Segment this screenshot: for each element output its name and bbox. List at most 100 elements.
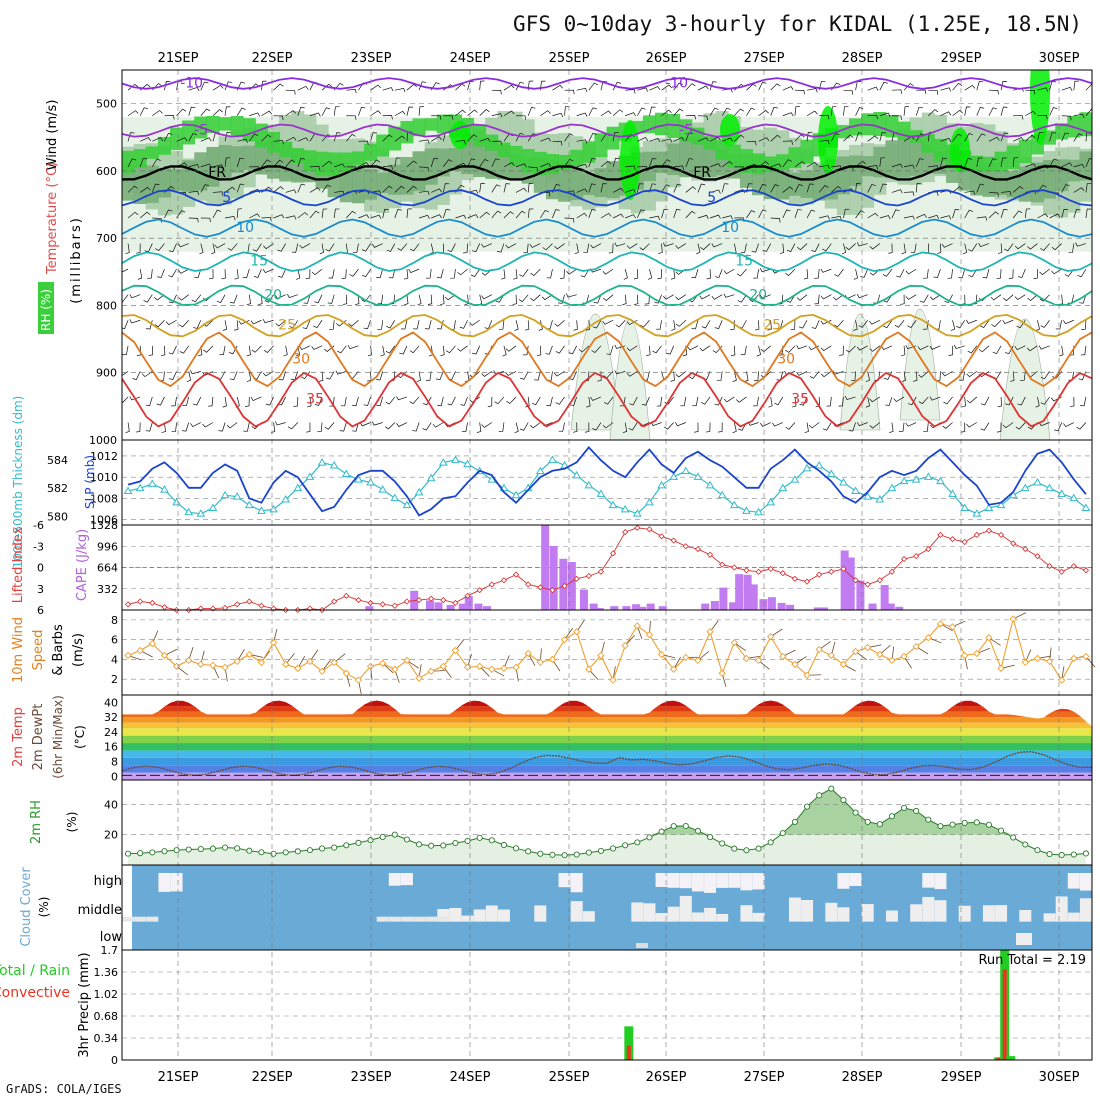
rh-cell (836, 156, 850, 195)
wind-barb (1014, 345, 1026, 351)
wind-barb (321, 107, 331, 116)
rh-cell (182, 160, 196, 192)
cape-bar (813, 607, 822, 610)
ylabel-temperature: Temperature (°C) (45, 162, 60, 275)
wind-barb (461, 422, 468, 432)
date-top-21SEP: 21SEP (158, 51, 199, 66)
wind-barb (845, 243, 856, 251)
cloud-high (558, 873, 571, 888)
wind-barb (1025, 163, 1037, 168)
isotherm-5 (122, 189, 1092, 207)
wind-barb (274, 294, 286, 300)
cape-bar (610, 606, 619, 610)
thickness-point (778, 483, 788, 492)
wind-barb (692, 396, 699, 407)
wind-barb (623, 269, 628, 280)
wind-barb (540, 162, 552, 168)
wind-barb (988, 107, 997, 116)
wind-barb (200, 108, 211, 116)
thickness-point (414, 487, 424, 496)
wind-barb (190, 370, 201, 375)
wind-barb (564, 106, 570, 116)
wind-barb (443, 159, 453, 168)
cape-tick: 664 (97, 562, 118, 575)
cloud-middle (570, 901, 583, 922)
thickness-tick: 584 (47, 454, 68, 467)
li-point (246, 598, 253, 605)
rh-point (125, 850, 132, 857)
wind-barb (646, 345, 651, 357)
wind-barb (161, 422, 166, 433)
wind-point (197, 660, 205, 668)
wind-barb (588, 183, 596, 193)
wind-barb (262, 268, 274, 274)
cloud-middle (473, 909, 486, 922)
credit: GrADS: COLA/IGES (6, 1082, 122, 1096)
wind-barb (419, 139, 430, 144)
wind-barb (978, 345, 990, 353)
wind-barb (941, 371, 953, 377)
wind-point (245, 650, 253, 659)
wind-barb (313, 320, 323, 329)
precip-total-bar (624, 1026, 634, 1060)
rh-point (694, 827, 701, 834)
wind-barb (348, 319, 359, 327)
wind-barb (625, 112, 636, 117)
wind-barb (699, 294, 711, 300)
wind-barb (491, 210, 502, 219)
thickness-point (984, 503, 994, 511)
wind-barb (476, 422, 482, 433)
ylabel-wind10m-a: 10m Wind (11, 617, 26, 683)
li-point (137, 598, 144, 605)
wind-barb (479, 211, 490, 219)
wind-barb (382, 165, 394, 170)
wind-barb (661, 159, 671, 168)
wind-point (657, 650, 666, 659)
wind-barb (649, 215, 661, 221)
rh-cell (157, 136, 171, 155)
li-point (840, 565, 847, 572)
wind-barb (370, 159, 380, 168)
wind-barb (843, 106, 849, 116)
wind-barb (341, 269, 347, 279)
rh-point (500, 841, 507, 849)
cloud-middle (655, 913, 668, 922)
rh-cell (388, 164, 402, 195)
wind-barb (1073, 209, 1081, 219)
wind-barb (564, 158, 574, 168)
wind-barb (227, 243, 238, 251)
wind-barb (798, 320, 808, 329)
wind-barb (723, 268, 735, 275)
wind-barb (903, 106, 910, 116)
wind-barb (418, 214, 430, 220)
wind-barb (614, 242, 626, 247)
rh-point (828, 785, 835, 792)
wind-barb (858, 320, 868, 328)
wind-barb (782, 186, 794, 193)
wind-barb (905, 422, 917, 427)
wind-barb (496, 243, 505, 253)
wind-barb (513, 269, 518, 280)
wind-barb (629, 396, 638, 406)
cape-tick: 996 (97, 540, 118, 553)
li-point (767, 565, 774, 572)
wind-barb (576, 212, 588, 219)
wind-barb (168, 243, 177, 253)
wind-barb (758, 161, 769, 168)
wind-barb (885, 396, 893, 406)
rh-point (610, 845, 617, 852)
li-point (440, 597, 447, 604)
cape-bar (786, 604, 795, 610)
isotherm--10 (122, 77, 1092, 90)
isotherm-10 (122, 218, 1092, 238)
wind-barb (675, 371, 687, 378)
wind-barb (1061, 86, 1073, 91)
wind-barb (122, 294, 129, 303)
rh-cell (327, 152, 341, 176)
wind-barb (333, 132, 341, 142)
rh-cell (1067, 159, 1081, 182)
rh-cell (594, 133, 608, 158)
wind-barb (285, 89, 296, 95)
wind-barb (237, 138, 248, 143)
